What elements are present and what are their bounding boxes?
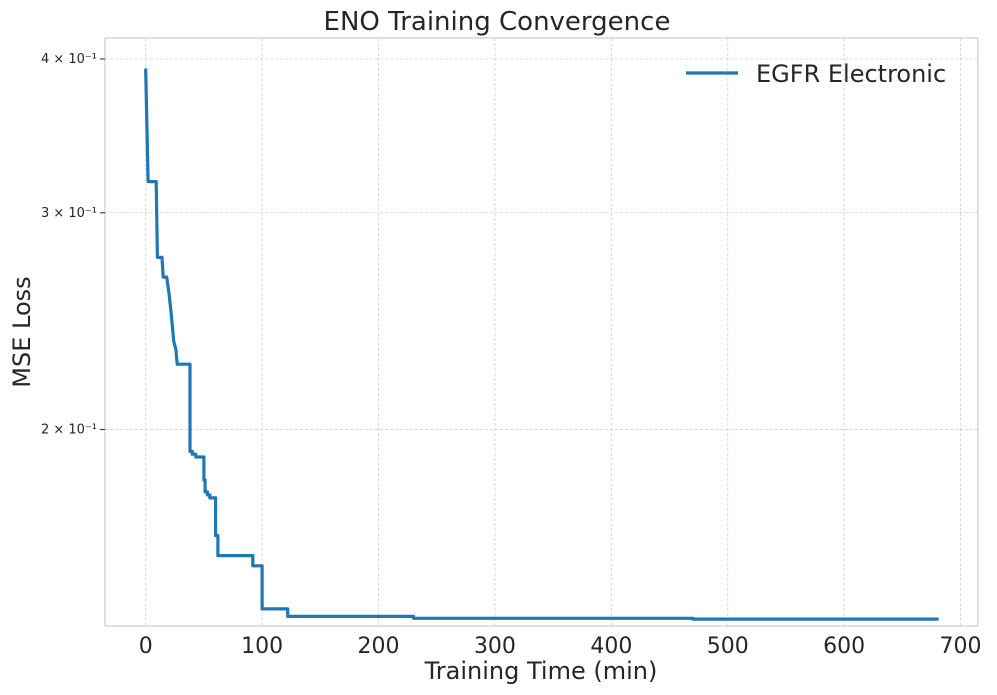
chart-title: ENO Training Convergence — [324, 7, 671, 37]
y-axis-label: MSE Loss — [8, 276, 36, 387]
y-tick-label: 4 × 10⁻¹ — [41, 52, 97, 67]
x-tick-label: 400 — [590, 634, 632, 659]
legend: EGFR Electronic — [686, 60, 946, 88]
series-layer — [144, 68, 939, 621]
grid — [105, 38, 978, 626]
x-tick-label: 700 — [940, 634, 982, 659]
plot-frame — [104, 37, 979, 627]
axis-ticks: 0 100 200 300 400 500 600 700 2 × 10⁻¹ 3 × 10⁻¹ 4 … — [41, 52, 982, 659]
x-tick-label: 600 — [823, 634, 865, 659]
x-tick-label: 300 — [474, 634, 516, 659]
x-tick-label: 500 — [707, 634, 749, 659]
x-tick-label: 200 — [358, 634, 400, 659]
y-tick-label: 2 × 10⁻¹ — [41, 423, 97, 438]
x-tick-label: 0 — [139, 634, 153, 659]
x-axis-label: Training Time (min) — [424, 657, 658, 685]
y-tick-label: 3 × 10⁻¹ — [41, 206, 97, 221]
series-line-egfr-electronic — [144, 68, 939, 621]
legend-label-egfr-electronic: EGFR Electronic — [756, 60, 946, 88]
x-tick-label: 100 — [241, 634, 283, 659]
